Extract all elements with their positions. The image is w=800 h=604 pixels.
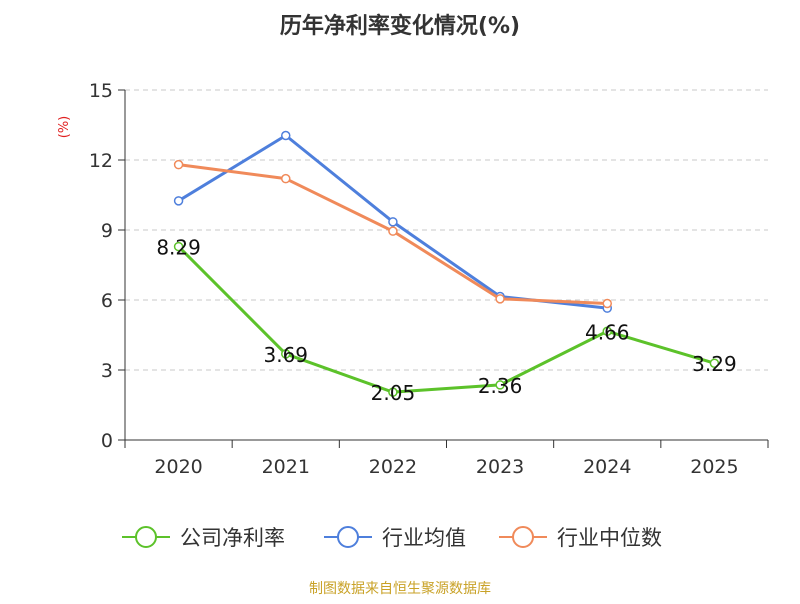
series-2 [173, 159, 612, 309]
legend-marker [337, 526, 359, 548]
data-point[interactable] [281, 349, 291, 359]
legend-label: 行业中位数 [557, 526, 662, 550]
legend-item-1[interactable]: 行业均值 [324, 526, 466, 550]
series-1 [173, 130, 612, 313]
data-label: 8.29 [156, 236, 201, 260]
data-label: 3.69 [263, 343, 308, 367]
legend-label: 公司净利率 [180, 526, 285, 550]
data-point[interactable] [281, 173, 291, 184]
data-point[interactable] [281, 130, 291, 141]
y-tick-label: 15 [89, 80, 113, 102]
legend-marker [512, 526, 534, 548]
y-axis-label: (%) [57, 116, 72, 139]
data-point[interactable] [602, 298, 612, 309]
legend-label: 行业均值 [382, 526, 466, 550]
x-tick-label: 2022 [369, 456, 417, 478]
data-point[interactable] [388, 217, 398, 227]
x-tick-label: 2024 [583, 456, 631, 478]
data-label: 2.36 [478, 374, 523, 398]
y-tick-label: 12 [89, 150, 113, 172]
data-point[interactable] [173, 196, 184, 206]
data-point[interactable] [602, 326, 612, 337]
y-tick-label: 6 [101, 290, 113, 312]
y-tick-label: 9 [101, 220, 113, 242]
y-tick-label: 0 [101, 430, 113, 452]
data-label: 3.29 [692, 352, 737, 376]
source-note: 制图数据来自恒生聚源数据库 [309, 581, 491, 597]
x-tick-label: 2023 [476, 456, 524, 478]
x-tick-label: 2025 [690, 456, 738, 478]
data-point[interactable] [388, 226, 398, 236]
data-point[interactable] [709, 358, 720, 368]
legend-item-2[interactable]: 行业中位数 [499, 526, 662, 550]
x-tick-label: 2021 [262, 456, 310, 478]
data-point[interactable] [173, 241, 184, 252]
legend-item-0[interactable]: 公司净利率 [122, 526, 285, 550]
axes: 0 3 6 9 12 15 2020 2021 2022 2023 2024 2025 [89, 80, 769, 478]
gridlines [125, 89, 768, 371]
series-0: 8.29 3.69 2.05 2.36 4.66 3.29 [156, 236, 736, 406]
data-point[interactable] [495, 380, 505, 390]
data-point[interactable] [173, 159, 184, 170]
series-line [177, 245, 715, 394]
x-tick-label: 2020 [154, 456, 202, 478]
legend[interactable]: 公司净利率 行业均值 行业中位数 [122, 526, 662, 550]
data-label: 4.66 [585, 320, 630, 344]
series-layer: 8.29 3.69 2.05 2.36 4.66 3.29 [156, 130, 737, 406]
legend-marker [135, 526, 157, 548]
chart-title: 历年净利率变化情况(%) [280, 13, 520, 39]
data-point[interactable] [495, 294, 505, 304]
data-point[interactable] [388, 387, 398, 397]
y-tick-label: 3 [101, 360, 113, 382]
data-label: 2.05 [371, 381, 416, 405]
